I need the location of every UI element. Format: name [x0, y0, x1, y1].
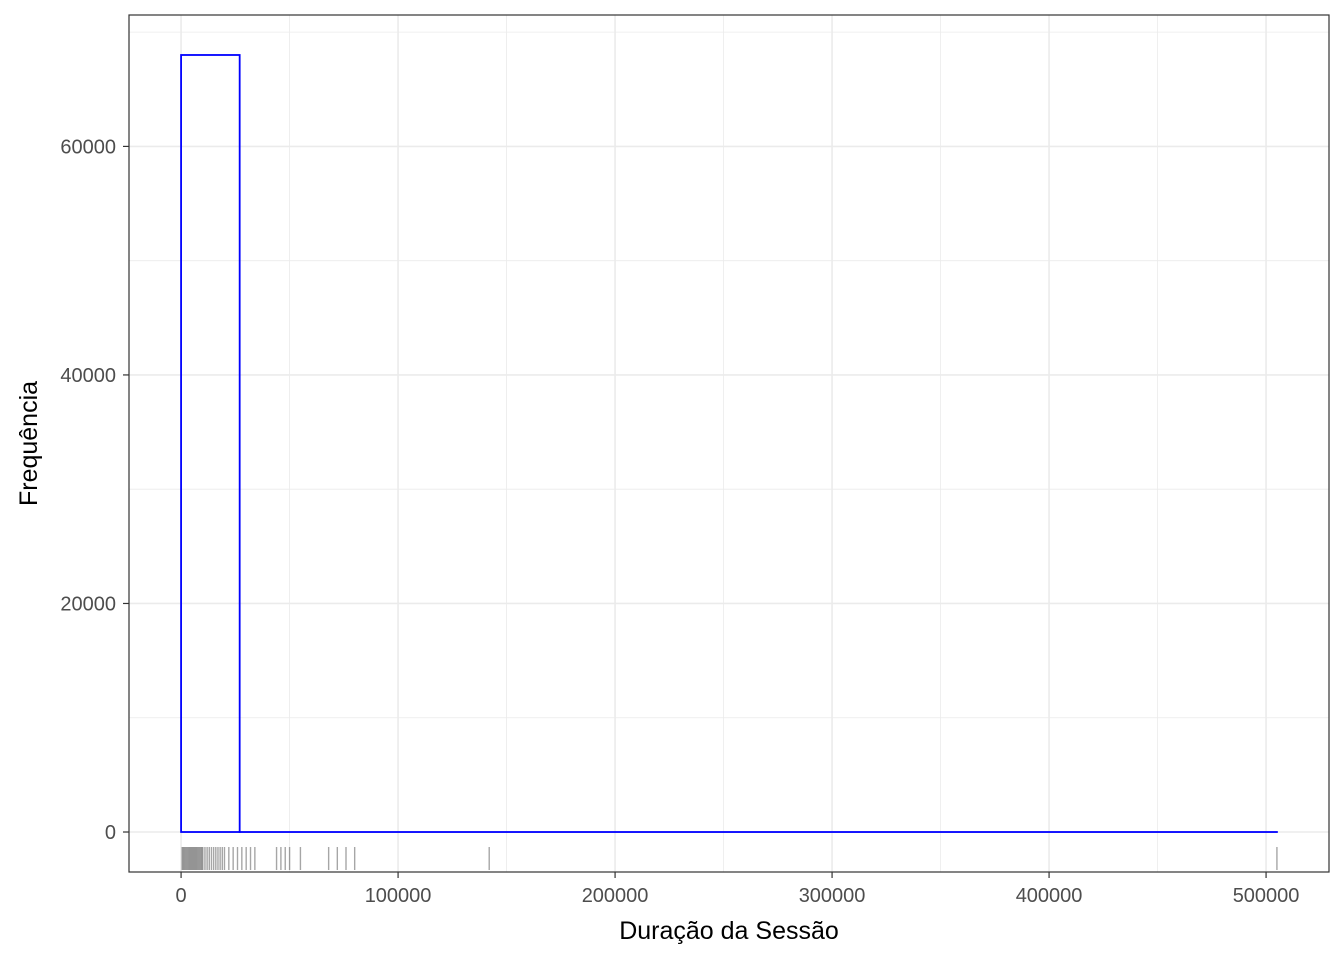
y-tick-label: 40000	[60, 365, 116, 387]
x-tick-label: 100000	[365, 885, 432, 907]
major-gridlines	[129, 15, 1329, 872]
y-axis: 0 20000 40000 60000	[60, 136, 129, 844]
histogram-bars	[180, 54, 1278, 833]
minor-gridlines	[129, 15, 1329, 872]
rug-marks	[181, 847, 1278, 870]
y-tick-label: 20000	[60, 593, 116, 615]
x-tick-label: 500000	[1233, 885, 1300, 907]
x-axis-title: Duração da Sessão	[619, 917, 839, 945]
histogram-bar	[180, 54, 241, 833]
y-tick-label: 60000	[60, 136, 116, 158]
x-tick-label: 0	[176, 885, 187, 907]
x-tick-label: 300000	[799, 885, 866, 907]
x-axis: 0 100000 200000 300000 400000 500000	[176, 872, 1300, 907]
y-tick-label: 0	[105, 822, 116, 844]
x-tick-label: 200000	[582, 885, 649, 907]
x-tick-label: 400000	[1016, 885, 1083, 907]
panel-border	[128, 14, 1330, 873]
y-axis-title: Frequência	[15, 381, 43, 506]
